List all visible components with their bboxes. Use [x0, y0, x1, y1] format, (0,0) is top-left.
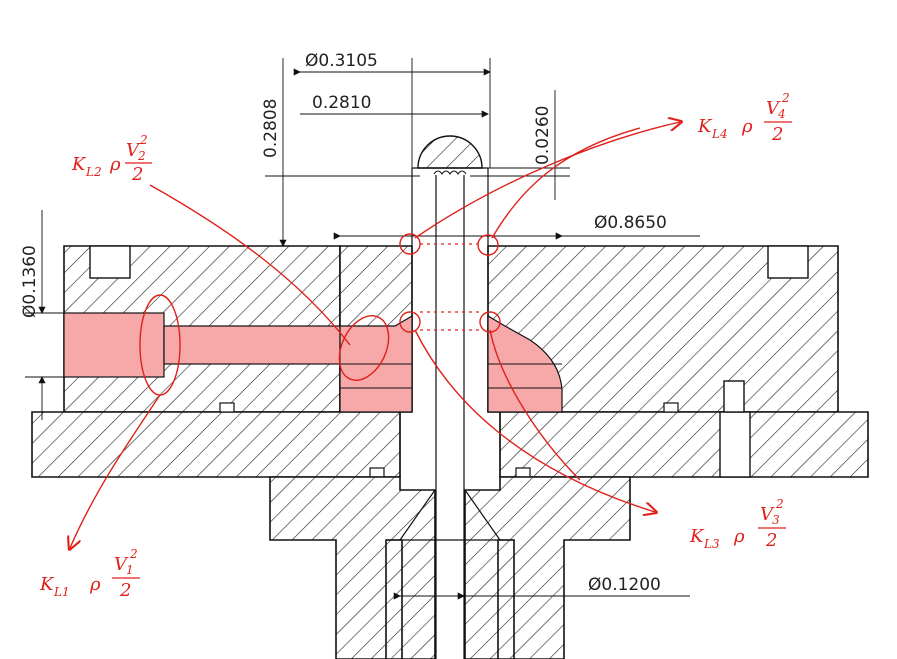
dim-d-top: Ø0.3105	[305, 51, 378, 71]
kl3-num: V	[760, 504, 775, 525]
side-inlet-passage	[63, 312, 165, 378]
kl4-den: 2	[771, 124, 783, 145]
kl3-den: 2	[765, 530, 777, 551]
kl4-num-sub: 4	[777, 107, 786, 121]
dim-h-left: 0.2808	[261, 99, 281, 158]
kl3-num-sub: 3	[772, 513, 780, 527]
kl3-rho: ρ	[733, 526, 745, 547]
kl4-exp: 2	[781, 91, 790, 105]
kl4-rho: ρ	[741, 116, 753, 137]
kl2-sub: L2	[85, 165, 102, 179]
kl1-num-sub: 1	[126, 563, 134, 577]
loss-markers	[70, 122, 680, 548]
annotation-kl2: K L2 ρ V 2 2 2	[71, 133, 152, 185]
dim-d-inner: 0.2810	[312, 93, 371, 113]
lower-hub	[269, 476, 631, 659]
dimension-lines	[25, 58, 700, 600]
kl1-rho: ρ	[89, 574, 101, 595]
kl1-exp: 2	[129, 547, 138, 561]
dim-d-bottom: Ø0.1200	[588, 575, 661, 595]
flow-passages	[63, 312, 563, 413]
annotation-kl1: K L1 ρ V 1 2 2	[39, 547, 140, 601]
kl2-den: 2	[131, 164, 143, 185]
dim-h-right: 0.0260	[533, 106, 553, 165]
kl2-num: V	[126, 140, 141, 161]
kl1-k: K	[39, 574, 55, 595]
kl1-num: V	[114, 554, 129, 575]
dim-d-side: Ø0.1360	[20, 245, 40, 318]
kl2-num-sub: 2	[137, 149, 146, 163]
annotation-kl4: K L4 ρ V 4 2 2	[697, 91, 792, 145]
kl3-exp: 2	[775, 497, 784, 511]
dim-d-mid: Ø0.8650	[594, 213, 667, 233]
kl4-k: K	[697, 116, 713, 137]
kl4-num: V	[766, 98, 781, 119]
kl1-sub: L1	[53, 585, 70, 599]
kl1-den: 2	[119, 580, 131, 601]
kl2-rho: ρ	[109, 154, 121, 175]
kl3-k: K	[689, 526, 705, 547]
annotation-kl3: K L3 ρ V 3 2 2	[689, 497, 786, 551]
kl4-sub: L4	[711, 127, 728, 141]
kl3-sub: L3	[703, 537, 720, 551]
kl2-k: K	[71, 154, 87, 175]
kl2-exp: 2	[139, 133, 148, 147]
